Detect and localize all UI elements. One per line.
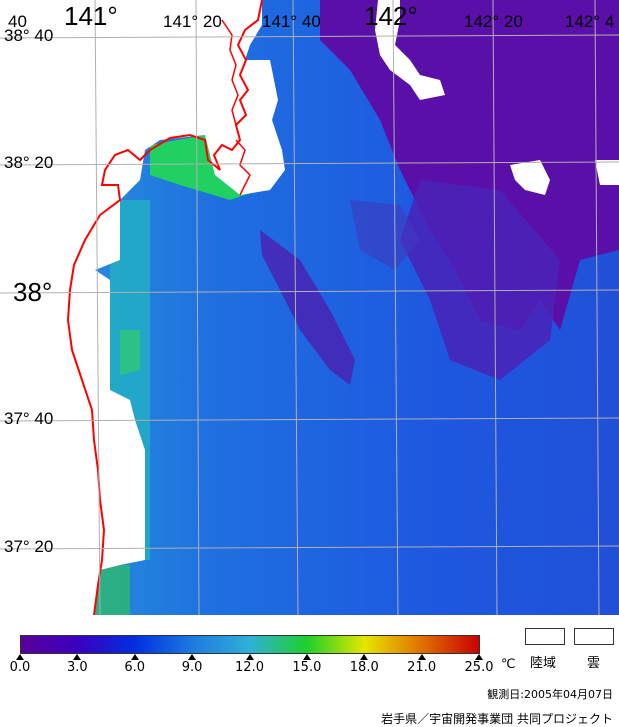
temperature-colorbar	[20, 635, 480, 654]
colorbar-tick-mark	[360, 654, 369, 660]
longitude-label-141-20: 141° 20	[163, 12, 222, 31]
longitude-label-142-20: 142° 20	[464, 12, 523, 31]
longitude-label-40: 40	[8, 12, 27, 31]
cloud-legend-label: 雲	[587, 656, 601, 671]
warm-patch-3	[95, 565, 130, 615]
cloud-legend-swatch	[574, 628, 614, 645]
latitude-label-37-20: 37° 20	[4, 537, 54, 556]
sea-surface-temperature-map	[0, 0, 619, 615]
colorbar-tick-mark	[188, 654, 197, 660]
colorbar-tick-label: 12.0	[235, 660, 264, 675]
latitude-label-38-20: 38° 20	[4, 153, 54, 172]
longitude-label-142-40: 142° 4	[565, 12, 615, 31]
colorbar-tick-mark	[245, 654, 254, 660]
temperature-unit: ℃	[501, 657, 516, 672]
observation-date: 観測日:2005年04月07日	[487, 688, 613, 701]
colorbar-tick-mark	[475, 654, 483, 660]
cloud-north	[375, 0, 445, 100]
colorbar-tick-label: 9.0	[181, 660, 203, 675]
cold-water-band	[400, 180, 560, 380]
coastline	[66, 0, 263, 615]
colorbar-tick-label: 3.0	[67, 660, 88, 675]
cold-filament	[260, 230, 355, 385]
longitude-label-141: 141°	[64, 1, 118, 31]
cloud-east	[510, 160, 550, 195]
warm-patch-2	[120, 330, 140, 375]
land-legend-swatch	[525, 628, 565, 645]
graticule	[0, 0, 619, 615]
inlet-coastline	[235, 139, 251, 196]
latitude-label-38: 38°	[13, 277, 53, 307]
colorbar-tick-mark	[16, 654, 24, 660]
colorbar-tick-label: 25.0	[464, 660, 494, 675]
colorbar-tick-mark	[417, 654, 426, 660]
colorbar-tick-mark	[130, 654, 139, 660]
cloud-east-2	[595, 160, 619, 185]
credit-line: 岩手県／宇宙開発事業団 共同プロジェクト	[381, 712, 613, 726]
bay-coastline	[221, 19, 239, 126]
longitude-label-142: 142°	[364, 1, 418, 31]
colorbar-tick-label: 15.0	[292, 660, 322, 675]
latitude-label-38-40: 38° 40	[4, 26, 54, 45]
colorbar-tick-label: 21.0	[407, 660, 437, 675]
land-legend-label: 陸域	[530, 656, 557, 671]
colorbar-tick-label: 6.0	[124, 660, 146, 675]
colorbar-tick-mark	[73, 654, 82, 660]
cold-eddy	[350, 200, 420, 270]
colorbar-tick-label: 18.0	[349, 660, 379, 675]
longitude-label-141-40: 141° 40	[262, 12, 321, 31]
latitude-label-37-40: 37° 40	[4, 409, 54, 428]
colorbar-tick-mark	[302, 654, 311, 660]
colorbar-tick-label: 0.0	[9, 660, 31, 675]
